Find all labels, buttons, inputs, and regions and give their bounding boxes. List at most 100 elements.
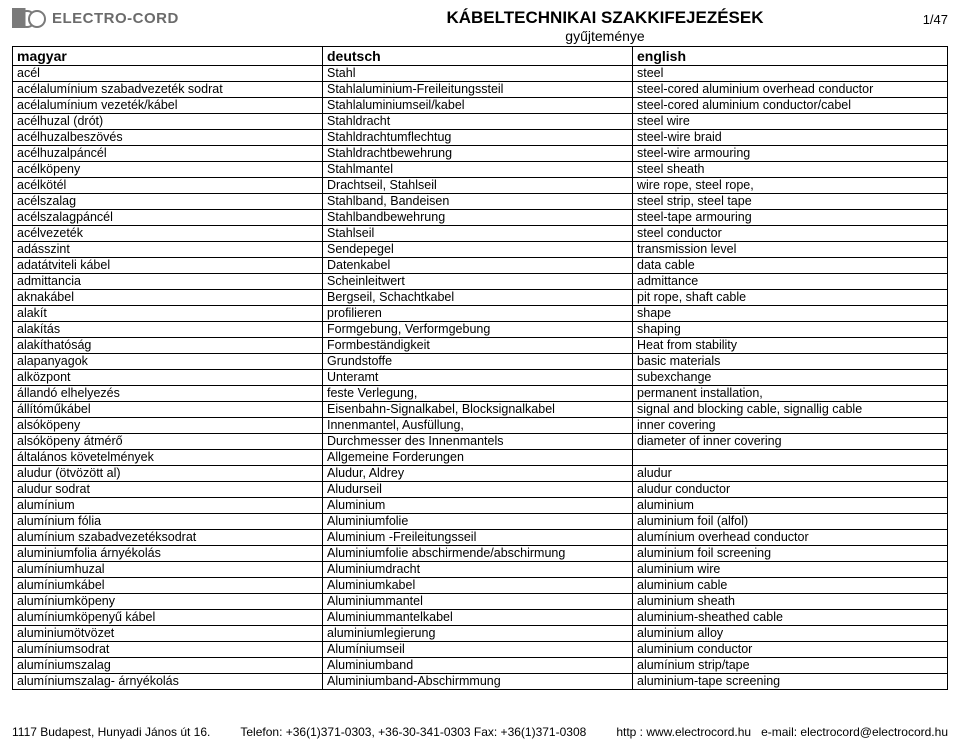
table-cell: aknakábel <box>13 290 323 306</box>
table-cell: alumínium fólia <box>13 514 323 530</box>
table-cell: Formbeständigkeit <box>323 338 633 354</box>
table-cell: Alumíniumseil <box>323 642 633 658</box>
table-cell: signal and blocking cable, signallig cab… <box>633 402 948 418</box>
table-row: aluminiumötvözetaluminiumlegierungalumin… <box>13 626 948 642</box>
table-cell: alakítás <box>13 322 323 338</box>
table-cell: alapanyagok <box>13 354 323 370</box>
table-cell: aluminium alloy <box>633 626 948 642</box>
table-row: alumíniumsodratAlumíniumseilaluminium co… <box>13 642 948 658</box>
table-cell: alakíthatóság <box>13 338 323 354</box>
table-row: alközpontUnteramtsubexchange <box>13 370 948 386</box>
table-cell: steel-wire armouring <box>633 146 948 162</box>
table-cell: acél <box>13 66 323 82</box>
table-cell: Aluminiumfolie <box>323 514 633 530</box>
table-cell: wire rope, steel rope, <box>633 178 948 194</box>
table-cell: alumíniumhuzal <box>13 562 323 578</box>
table-cell: Stahlaluminium-Freileitungssteil <box>323 82 633 98</box>
table-row: acélalumínium vezeték/kábelStahlaluminiu… <box>13 98 948 114</box>
table-row: alsóköpeny átmérőDurchmesser des Innenma… <box>13 434 948 450</box>
table-cell: Aluminiumband-Abschirmmung <box>323 674 633 690</box>
table-cell: profilieren <box>323 306 633 322</box>
table-cell: adatátviteli kábel <box>13 258 323 274</box>
table-cell: admittance <box>633 274 948 290</box>
col-header-magyar: magyar <box>13 47 323 66</box>
table-cell: alumínium overhead conductor <box>633 530 948 546</box>
table-row: acélalumínium szabadvezeték sodratStahla… <box>13 82 948 98</box>
table-cell: pit rope, shaft cable <box>633 290 948 306</box>
table-row: acélhuzal (drót)Stahldrachtsteel wire <box>13 114 948 130</box>
table-cell: alumíniumköpeny <box>13 594 323 610</box>
table-cell: adásszint <box>13 242 323 258</box>
page-header: ELECTRO-CORD KÁBELTECHNIKAI SZAKKIFEJEZÉ… <box>12 8 948 44</box>
table-row: alumíniumAluminiumaluminium <box>13 498 948 514</box>
table-cell: Aluminiumband <box>323 658 633 674</box>
table-cell: Stahlmantel <box>323 162 633 178</box>
footer-email: e-mail: electrocord@electrocord.hu <box>761 725 948 739</box>
table-cell: Aluminium <box>323 498 633 514</box>
table-row: acélkötélDrachtseil, Stahlseilwire rope,… <box>13 178 948 194</box>
table-row: alumíniumköpenyű kábelAluminiummantelkab… <box>13 610 948 626</box>
table-cell: steel-cored aluminium overhead conductor <box>633 82 948 98</box>
table-cell: acélalumínium vezeték/kábel <box>13 98 323 114</box>
table-cell: Stahldracht <box>323 114 633 130</box>
table-cell: acélköpeny <box>13 162 323 178</box>
title-block: KÁBELTECHNIKAI SZAKKIFEJEZÉSEK gyűjtemén… <box>322 8 888 44</box>
col-header-deutsch: deutsch <box>323 47 633 66</box>
table-cell: aludur <box>633 466 948 482</box>
table-cell: Aluminium -Freileitungsseil <box>323 530 633 546</box>
table-cell: aluminium-tape screening <box>633 674 948 690</box>
table-cell: Scheinleitwert <box>323 274 633 290</box>
table-cell: Stahl <box>323 66 633 82</box>
table-row: alakításFormgebung, Verformgebungshaping <box>13 322 948 338</box>
table-row: alapanyagokGrundstoffebasic materials <box>13 354 948 370</box>
table-cell: Innenmantel, Ausfüllung, <box>323 418 633 434</box>
table-cell: acélvezeték <box>13 226 323 242</box>
table-cell: steel strip, steel tape <box>633 194 948 210</box>
table-row: acélhuzalpáncélStahldrachtbewehrungsteel… <box>13 146 948 162</box>
table-row: acélköpenyStahlmantelsteel sheath <box>13 162 948 178</box>
footer-address: 1117 Budapest, Hunyadi János út 16. <box>12 725 210 739</box>
glossary-table: magyar deutsch english acélStahlsteelacé… <box>12 46 948 690</box>
table-cell: alumíniumszalag- árnyékolás <box>13 674 323 690</box>
table-cell: aluminium conductor <box>633 642 948 658</box>
table-row: aluminiumfolia árnyékolásAluminiumfolie … <box>13 546 948 562</box>
table-header-row: magyar deutsch english <box>13 47 948 66</box>
table-cell: Aluminiummantel <box>323 594 633 610</box>
table-row: admittanciaScheinleitwertadmittance <box>13 274 948 290</box>
logo-text: ELECTRO-CORD <box>52 10 179 27</box>
table-row: alumíniumköpenyAluminiummantelaluminium … <box>13 594 948 610</box>
table-row: alumínium szabadvezetéksodratAluminium -… <box>13 530 948 546</box>
table-cell <box>633 450 948 466</box>
table-cell: Stahlband, Bandeisen <box>323 194 633 210</box>
table-row: állandó elhelyezésfeste Verlegung,perman… <box>13 386 948 402</box>
table-row: aludur (ötvözött al)Aludur, Aldreyaludur <box>13 466 948 482</box>
table-row: alakíthatóságFormbeständigkeitHeat from … <box>13 338 948 354</box>
table-cell: Sendepegel <box>323 242 633 258</box>
table-cell: acélhuzalbeszövés <box>13 130 323 146</box>
table-cell: acélszalag <box>13 194 323 210</box>
table-cell: alakít <box>13 306 323 322</box>
table-row: általános követelményekAllgemeine Forder… <box>13 450 948 466</box>
table-cell: Stahlseil <box>323 226 633 242</box>
table-cell: admittancia <box>13 274 323 290</box>
table-cell: alumíniumsodrat <box>13 642 323 658</box>
table-cell: alközpont <box>13 370 323 386</box>
table-cell: acélalumínium szabadvezeték sodrat <box>13 82 323 98</box>
table-row: acélStahlsteel <box>13 66 948 82</box>
table-cell: data cable <box>633 258 948 274</box>
table-cell: acélkötél <box>13 178 323 194</box>
table-cell: steel-cored aluminium conductor/cabel <box>633 98 948 114</box>
table-cell: steel wire <box>633 114 948 130</box>
table-cell: inner covering <box>633 418 948 434</box>
table-cell: acélhuzalpáncél <box>13 146 323 162</box>
footer-links: http : www.electrocord.hu e-mail: electr… <box>616 725 948 739</box>
table-cell: aluminiumötvözet <box>13 626 323 642</box>
table-cell: állítóműkábel <box>13 402 323 418</box>
table-cell: aludur conductor <box>633 482 948 498</box>
table-cell: Datenkabel <box>323 258 633 274</box>
table-cell: shaping <box>633 322 948 338</box>
table-cell: steel sheath <box>633 162 948 178</box>
table-cell: aluminiumfolia árnyékolás <box>13 546 323 562</box>
table-cell: steel-tape armouring <box>633 210 948 226</box>
table-cell: Aluminiummantelkabel <box>323 610 633 626</box>
